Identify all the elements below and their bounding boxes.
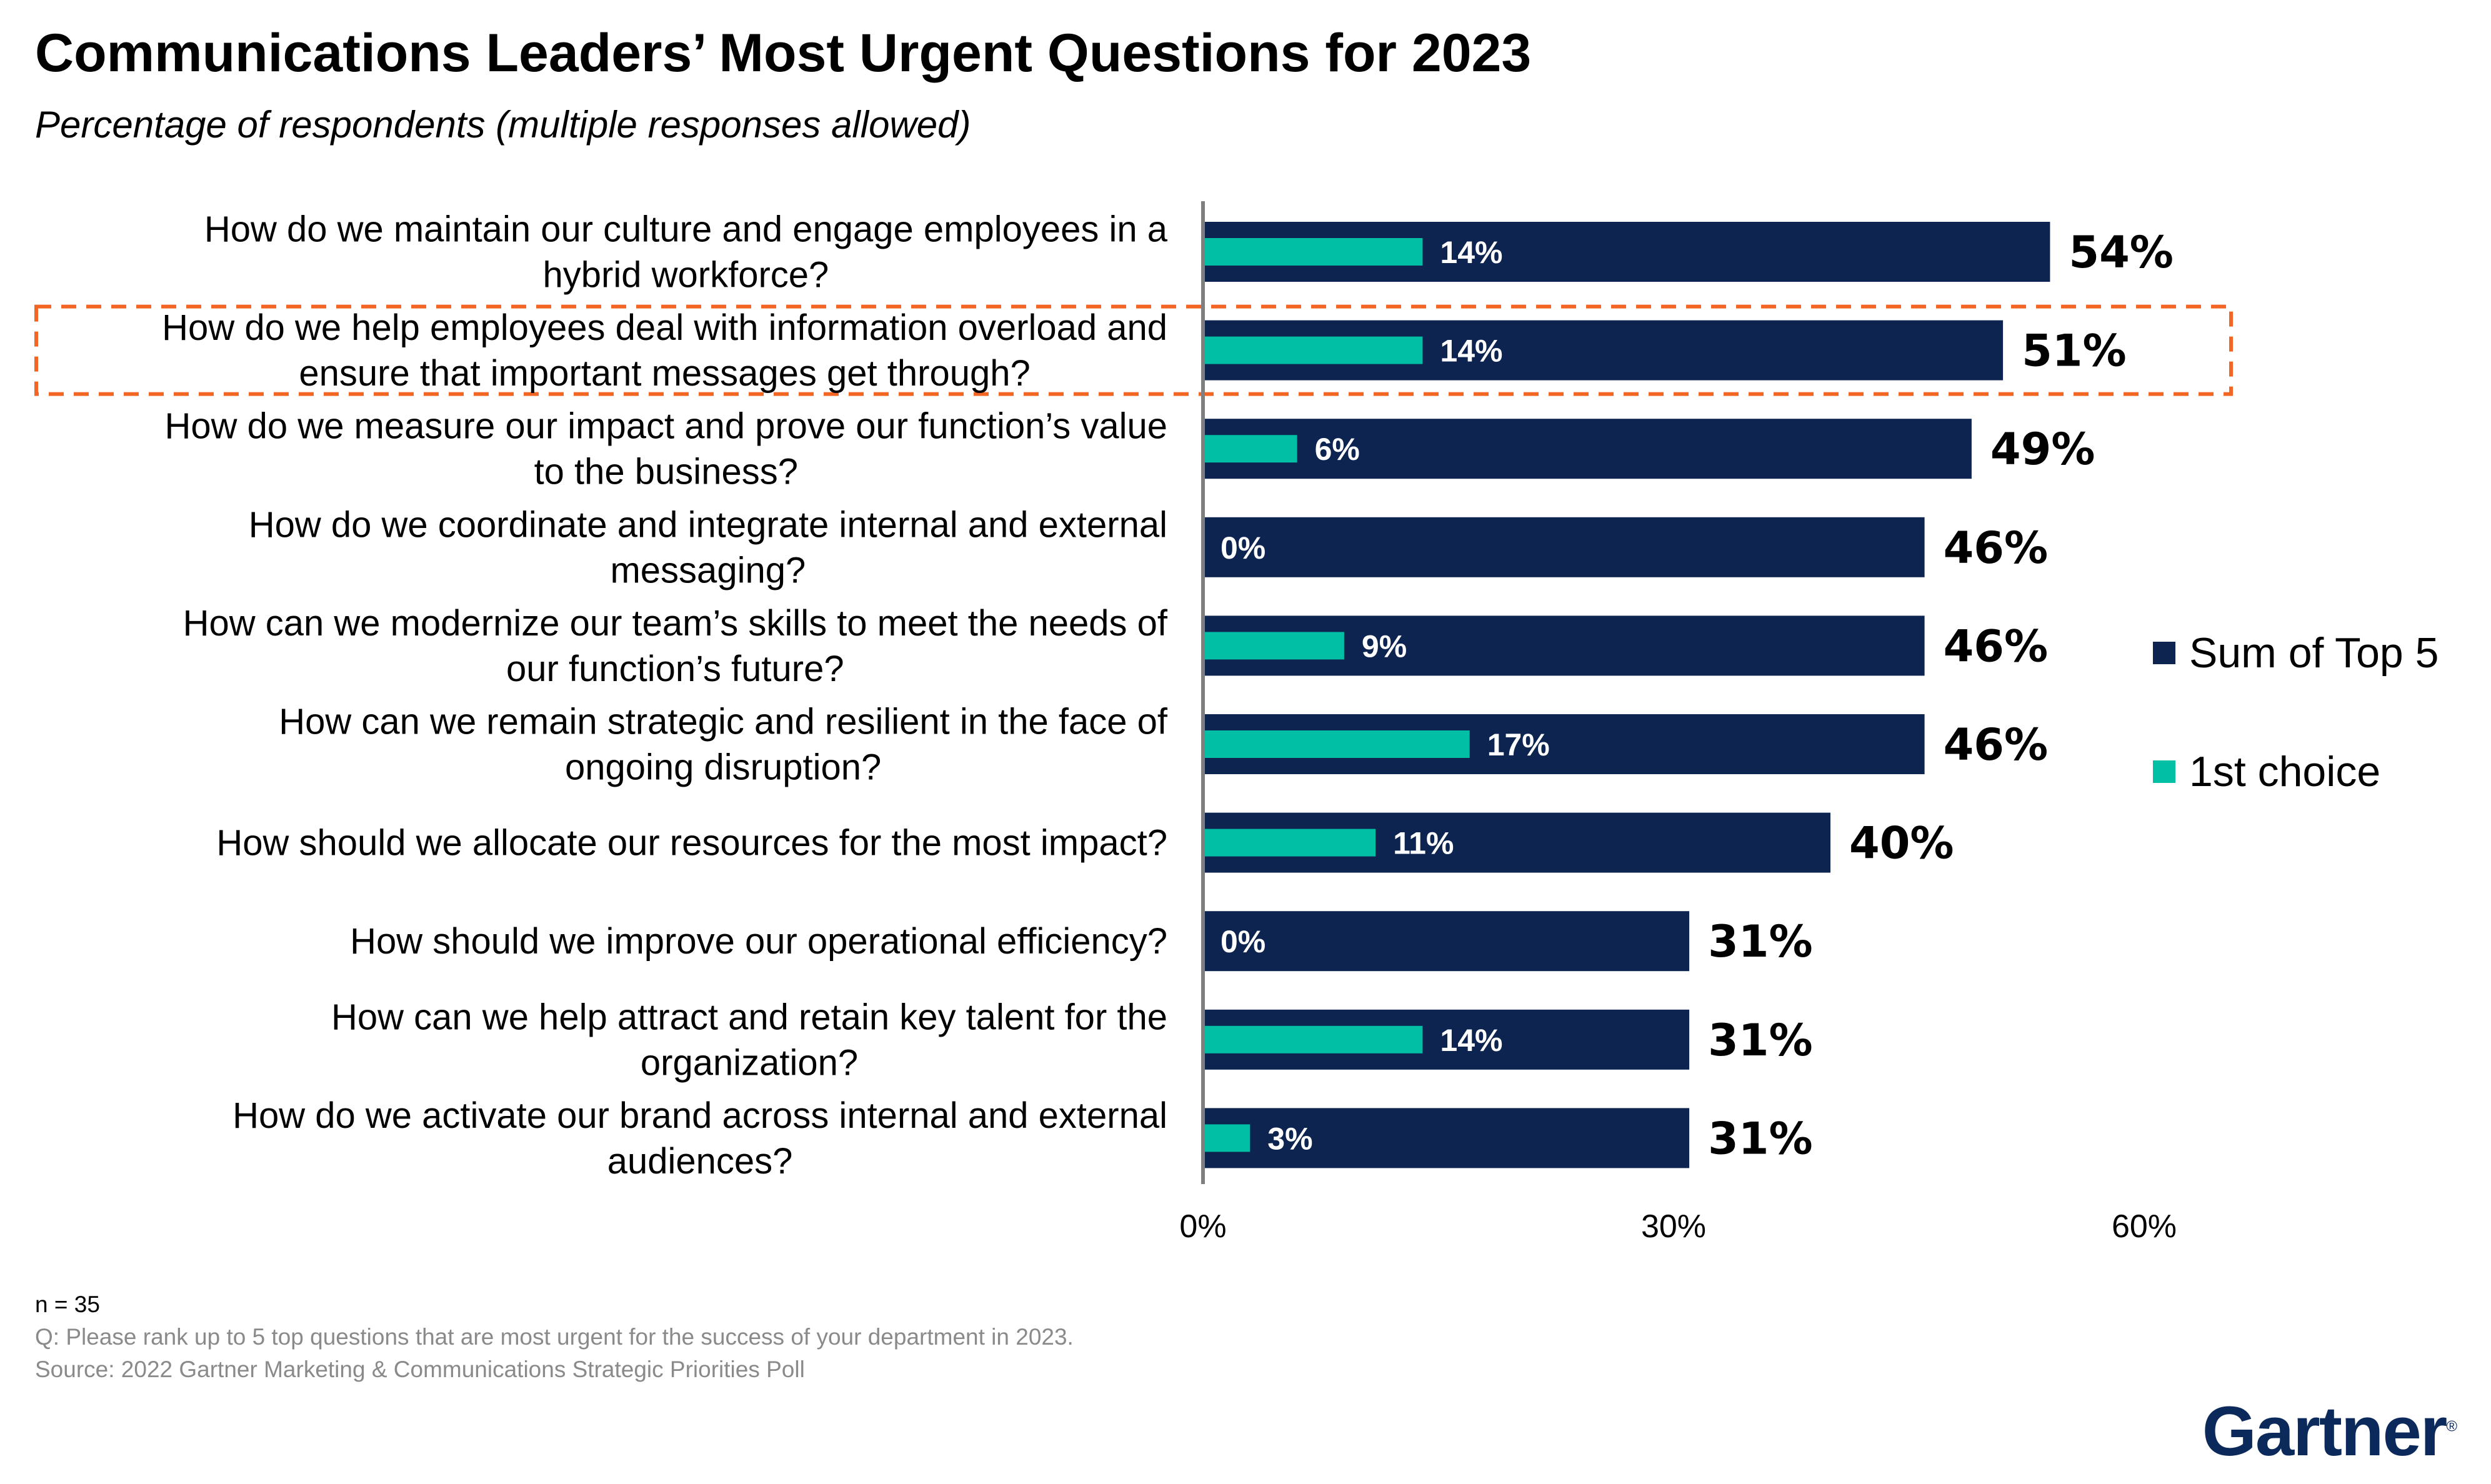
category-label: messaging? — [610, 550, 806, 590]
data-label-sum-of-top-5: 31% — [1708, 1015, 1813, 1066]
category-label: How should we improve our operational ef… — [350, 921, 1167, 962]
category-label: hybrid workforce? — [543, 255, 829, 296]
data-label-sum-of-top-5: 54% — [2069, 227, 2174, 278]
data-label-sum-of-top-5: 46% — [1944, 620, 2049, 672]
data-label-sum-of-top-5: 40% — [1849, 818, 1954, 869]
category-label: to the business? — [534, 452, 798, 492]
logo-registered-mark: ® — [2446, 1418, 2457, 1435]
bars-layer: 14% 54% 14% 51% 6% 49% 0% 46% 9% 46% 17% 46% 11% 40% 0… — [1203, 222, 2174, 1168]
chart-title: Communications Leaders’ Most Urgent Ques… — [35, 23, 1532, 83]
bar-1st-choice — [1203, 730, 1470, 758]
data-label-1st-choice: 9% — [1362, 629, 1407, 664]
bar-1st-choice — [1203, 336, 1423, 364]
legend-swatch-sum — [2153, 642, 2175, 664]
data-label-sum-of-top-5: 46% — [1944, 522, 2049, 574]
sample-size: n = 35 — [35, 1292, 100, 1317]
category-label: How do we coordinate and integrate inter… — [249, 504, 1167, 545]
category-label: audiences? — [607, 1141, 793, 1182]
data-label-1st-choice: 3% — [1267, 1121, 1312, 1156]
legend-item-sum-of-top-5: Sum of Top 5 — [2153, 628, 2439, 678]
data-label-1st-choice: 6% — [1315, 432, 1360, 467]
bar-1st-choice — [1203, 435, 1297, 463]
category-label: How do we measure our impact and prove o… — [165, 406, 1167, 447]
gartner-logo: Gartner® — [2202, 1391, 2457, 1472]
axis-layer: 0% 30% 60% — [1179, 201, 2177, 1245]
x-tick-label: 30% — [1641, 1208, 1706, 1245]
category-label: How can we help attract and retain key t… — [331, 997, 1167, 1037]
data-label-1st-choice: 11% — [1393, 826, 1454, 861]
legend-label-first: 1st choice — [2189, 748, 2381, 795]
legend-swatch-first — [2153, 760, 2175, 783]
category-label: How can we remain strategic and resilien… — [279, 702, 1168, 742]
x-tick-label: 0% — [1179, 1208, 1226, 1245]
data-label-1st-choice: 0% — [1221, 530, 1265, 565]
data-label-1st-choice: 14% — [1440, 235, 1502, 270]
footer: n = 35 Q: Please rank up to 5 top questi… — [35, 1288, 1074, 1386]
data-label-sum-of-top-5: 46% — [1944, 719, 2049, 770]
data-label-1st-choice: 14% — [1440, 1023, 1502, 1058]
category-labels-layer: How do we maintain our culture and engag… — [162, 209, 1168, 1182]
highlight-box — [34, 304, 2233, 396]
x-tick-label: 60% — [2112, 1208, 2177, 1245]
legend-item-1st-choice: 1st choice — [2153, 747, 2439, 797]
chart-subtitle: Percentage of respondents (multiple resp… — [35, 104, 971, 146]
data-label-1st-choice: 17% — [1487, 727, 1550, 762]
bar-sum-of-top-5 — [1203, 911, 1690, 972]
logo-text: Gartner — [2202, 1392, 2448, 1470]
legend: Sum of Top 5 1st choice — [2153, 628, 2439, 865]
highlight-box-layer — [34, 304, 2233, 396]
category-label: How can we modernize our team’s skills t… — [183, 603, 1168, 644]
source-note: Source: 2022 Gartner Marketing & Communi… — [35, 1357, 805, 1382]
survey-question: Q: Please rank up to 5 top questions tha… — [35, 1324, 1074, 1350]
bar-sum-of-top-5 — [1203, 419, 1972, 479]
category-label: organization? — [641, 1042, 858, 1083]
category-label: How should we allocate our resources for… — [216, 823, 1167, 864]
category-label: our function’s future? — [506, 649, 844, 689]
bar-1st-choice — [1203, 1025, 1423, 1053]
category-label: How do we help employees deal with infor… — [162, 307, 1167, 348]
bar-1st-choice — [1203, 632, 1344, 660]
bar-1st-choice — [1203, 829, 1376, 857]
category-label: How do we activate our brand across inte… — [232, 1095, 1167, 1136]
data-label-1st-choice: 0% — [1221, 924, 1265, 959]
bar-1st-choice — [1203, 1124, 1250, 1152]
data-label-sum-of-top-5: 51% — [2022, 326, 2127, 377]
bar-sum-of-top-5 — [1203, 1108, 1690, 1168]
data-label-sum-of-top-5: 31% — [1708, 1113, 1813, 1164]
bar-sum-of-top-5 — [1203, 517, 1925, 577]
data-label-sum-of-top-5: 31% — [1708, 916, 1813, 967]
data-label-sum-of-top-5: 49% — [1990, 424, 2095, 475]
category-label: ensure that important messages get throu… — [299, 353, 1030, 394]
bar-1st-choice — [1203, 238, 1423, 266]
category-label: How do we maintain our culture and engag… — [204, 209, 1168, 250]
bar-chart: 14% 54%14% 51%6% 49%0% 46%9% 46%17% 46%11% 40%0… — [34, 201, 2233, 1245]
category-label: ongoing disruption? — [565, 747, 881, 788]
legend-label-sum: Sum of Top 5 — [2189, 629, 2439, 677]
data-label-1st-choice: 14% — [1440, 334, 1502, 369]
